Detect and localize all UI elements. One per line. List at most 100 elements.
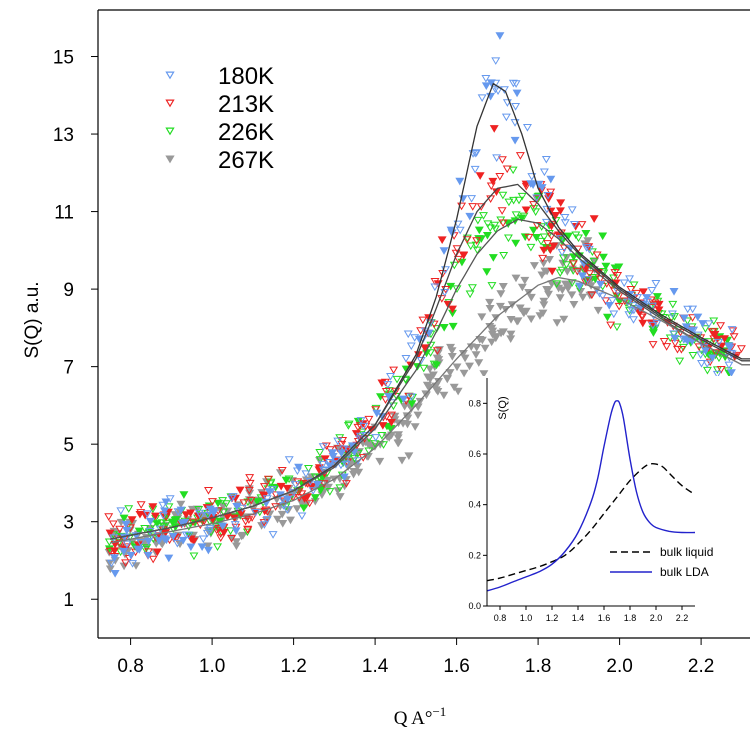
data-point: [408, 393, 418, 402]
data-point: [430, 283, 440, 292]
data-point: [455, 226, 465, 235]
data-point: [720, 335, 730, 343]
data-point: [584, 245, 594, 254]
data-point: [592, 251, 602, 260]
data-point: [569, 221, 579, 229]
data-point: [539, 233, 549, 242]
data-point: [696, 351, 706, 359]
data-point: [410, 423, 420, 431]
data-point: [487, 338, 497, 347]
data-point: [289, 489, 299, 497]
data-point: [315, 448, 325, 457]
data-point: [700, 325, 710, 333]
data-point: [560, 219, 570, 227]
y-tick-label: 5: [63, 435, 74, 456]
data-point: [291, 481, 301, 489]
data-point: [613, 272, 623, 280]
data-point: [203, 542, 213, 551]
data-point: [406, 342, 416, 351]
x-tick-label: 1.6: [443, 656, 469, 677]
data-point: [383, 381, 393, 389]
data-point: [353, 457, 363, 465]
data-point: [582, 244, 592, 252]
data-point: [552, 280, 562, 288]
data-point: [531, 233, 541, 242]
data-point: [115, 525, 125, 534]
data-point: [416, 357, 426, 365]
data-point: [108, 520, 118, 529]
data-point: [560, 213, 570, 222]
data-point: [490, 85, 500, 94]
data-point: [487, 282, 497, 290]
data-point: [377, 432, 387, 440]
inset-legend-label: bulk LDA: [660, 565, 709, 579]
data-point: [524, 233, 534, 242]
data-point: [482, 268, 492, 276]
data-point: [625, 275, 635, 283]
data-point: [526, 243, 536, 252]
data-point: [693, 313, 703, 322]
data-point: [675, 357, 685, 366]
data-point: [134, 527, 144, 536]
data-point: [489, 125, 499, 133]
data-point: [449, 383, 459, 392]
data-point: [542, 285, 552, 294]
data-point: [136, 509, 146, 517]
data-point: [432, 354, 442, 363]
data-point: [522, 124, 532, 132]
inset-legend-label: bulk liquid: [660, 545, 713, 559]
data-point: [228, 493, 238, 501]
inset-x-tick-label: 2.2: [676, 613, 689, 623]
data-point: [168, 532, 178, 541]
data-point: [521, 206, 531, 215]
data-point: [216, 534, 226, 543]
data-point: [704, 320, 714, 329]
data-point: [462, 236, 472, 244]
x-tick-label: 1.0: [199, 656, 225, 677]
data-point: [341, 480, 351, 488]
data-point: [610, 269, 620, 277]
legend-label: 226K: [218, 119, 274, 146]
legend-marker: [165, 155, 175, 164]
data-point: [453, 255, 463, 264]
data-point: [470, 165, 480, 174]
data-point: [459, 369, 469, 378]
data-point: [508, 166, 518, 175]
data-point: [457, 258, 467, 267]
data-point: [567, 291, 577, 300]
inset-line-bulk-liquid: [486, 463, 696, 582]
x-tick-label: 0.8: [117, 656, 143, 677]
data-point: [681, 323, 691, 332]
data-point: [583, 276, 593, 284]
data-point: [477, 94, 487, 102]
data-point: [477, 313, 487, 321]
data-point: [465, 362, 474, 371]
data-point: [121, 559, 131, 568]
data-point: [407, 400, 417, 408]
data-point: [529, 226, 538, 235]
data-point: [498, 191, 508, 200]
data-point: [105, 547, 115, 556]
data-point: [282, 506, 292, 515]
data-point: [365, 441, 375, 450]
data-point: [614, 302, 624, 311]
data-point: [546, 175, 556, 184]
data-point: [729, 333, 739, 341]
data-point: [529, 262, 539, 270]
data-point: [168, 525, 178, 534]
data-point: [419, 364, 429, 373]
data-point: [537, 184, 547, 192]
data-point: [638, 319, 648, 328]
data-point: [425, 319, 435, 328]
y-tick-label: 3: [63, 513, 74, 534]
data-point: [194, 509, 204, 518]
data-point: [133, 545, 143, 554]
data-point: [442, 375, 452, 384]
data-point: [517, 283, 527, 292]
data-point: [294, 488, 304, 497]
inset-y-axis-label: S(Q): [497, 396, 509, 419]
data-point: [320, 455, 330, 464]
data-point: [354, 468, 364, 477]
data-point: [226, 527, 236, 535]
data-point: [659, 338, 669, 346]
